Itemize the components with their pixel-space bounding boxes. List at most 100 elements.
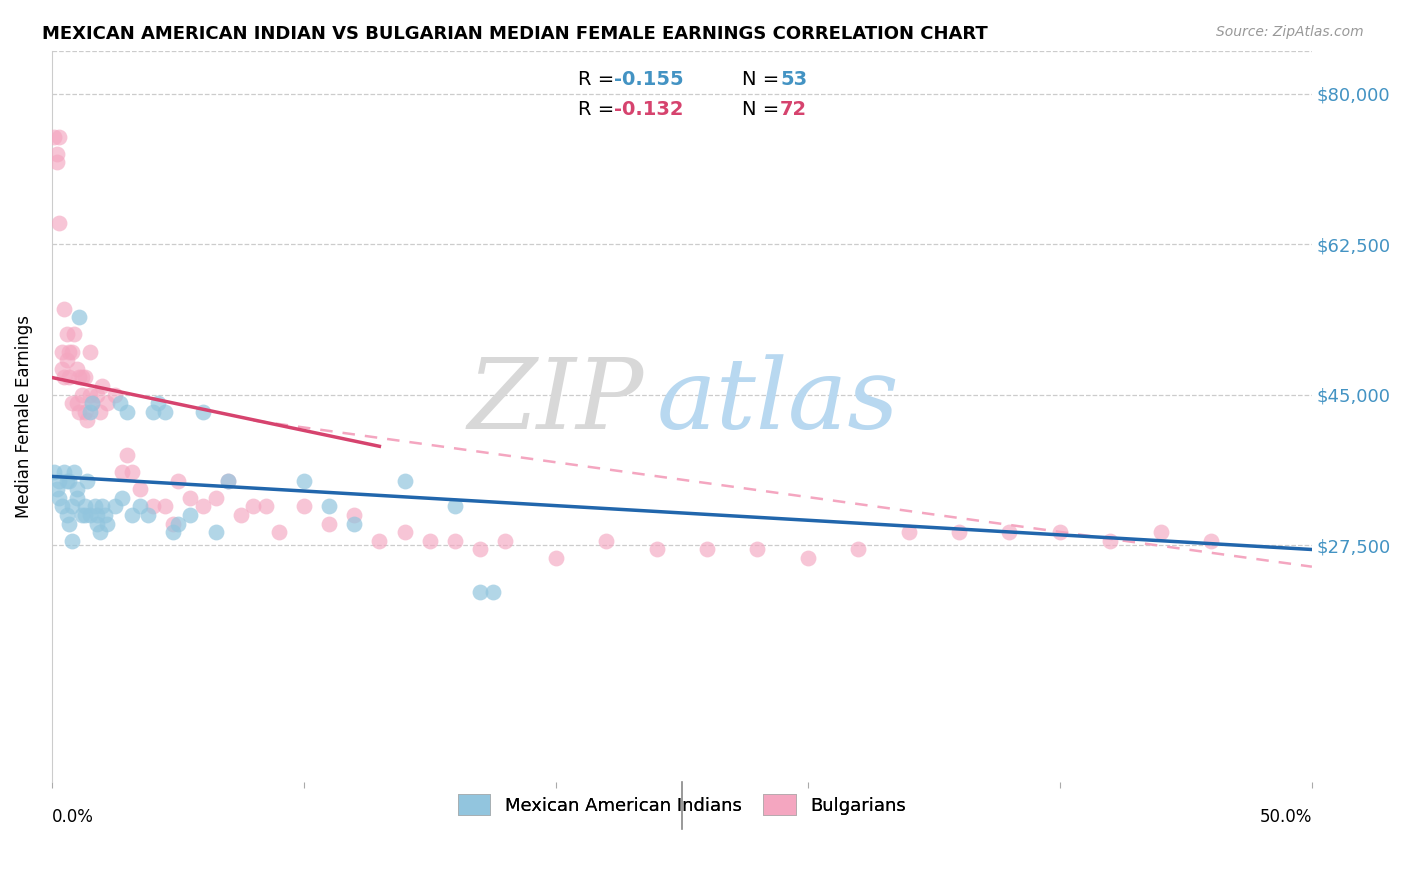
Text: 72: 72 [780,100,807,119]
Point [56,508,79,522]
Point [93,508,115,522]
Point [897,525,920,540]
Point [121,465,143,479]
Point [63,465,86,479]
Point [394,474,416,488]
Text: R =: R = [578,70,621,89]
Point [179,508,201,522]
Point [229,508,252,522]
Point [217,474,239,488]
Point [318,500,340,514]
Point [60,533,83,548]
Text: N =: N = [742,70,786,89]
Point [44,129,66,144]
Point [368,533,391,548]
Point [80,396,103,410]
Point [117,448,139,462]
Point [1049,525,1071,540]
Point [96,396,118,410]
Point [56,474,79,488]
Point [91,500,114,514]
Point [179,491,201,505]
Point [79,344,101,359]
Point [56,327,79,342]
Point [70,370,93,384]
Point [53,465,76,479]
Text: MEXICAN AMERICAN INDIAN VS BULGARIAN MEDIAN FEMALE EARNINGS CORRELATION CHART: MEXICAN AMERICAN INDIAN VS BULGARIAN MED… [42,25,988,43]
Point [91,379,114,393]
Text: 0.0%: 0.0% [52,808,94,826]
Point [217,474,239,488]
Point [48,216,70,230]
Point [343,508,366,522]
Point [136,508,159,522]
Point [44,465,66,479]
Point [696,542,718,557]
Point [48,129,70,144]
Point [111,465,134,479]
Point [58,370,80,384]
Point [797,551,820,566]
Point [66,362,89,376]
Point [86,516,108,531]
Point [58,344,80,359]
Point [73,508,96,522]
Point [76,474,98,488]
Point [191,405,214,419]
Point [53,370,76,384]
Point [470,585,492,599]
Point [48,491,70,505]
Text: ZIP: ZIP [468,354,644,450]
Text: -0.155: -0.155 [614,70,683,89]
Point [79,508,101,522]
Point [96,516,118,531]
Point [267,525,290,540]
Point [79,387,101,401]
Point [153,405,176,419]
Point [89,525,111,540]
Text: 50.0%: 50.0% [1260,808,1312,826]
Point [60,344,83,359]
Point [70,387,93,401]
Point [76,413,98,427]
Point [162,516,184,531]
Legend: Mexican American Indians, Bulgarians: Mexican American Indians, Bulgarians [450,787,912,822]
Point [70,508,93,522]
Point [60,396,83,410]
Point [1150,525,1173,540]
Point [45,483,67,497]
Point [117,405,139,419]
Point [104,387,127,401]
Point [83,500,105,514]
Point [58,474,80,488]
Point [73,500,96,514]
Point [79,405,101,419]
Point [204,491,226,505]
Point [73,405,96,419]
Point [121,508,143,522]
Point [86,387,108,401]
Point [191,500,214,514]
Point [58,516,80,531]
Text: Source: ZipAtlas.com: Source: ZipAtlas.com [1216,25,1364,39]
Point [998,525,1021,540]
Point [66,483,89,497]
Point [48,474,70,488]
Text: 53: 53 [780,70,807,89]
Point [166,474,188,488]
Point [481,585,503,599]
Point [69,370,91,384]
Point [254,500,277,514]
Point [204,525,226,540]
Point [66,396,89,410]
Point [51,500,73,514]
Point [86,508,108,522]
Point [60,500,83,514]
Point [142,500,165,514]
Point [444,500,467,514]
Point [45,155,67,169]
Point [595,533,617,548]
Point [292,474,315,488]
Text: R =: R = [578,100,621,119]
Point [394,525,416,540]
